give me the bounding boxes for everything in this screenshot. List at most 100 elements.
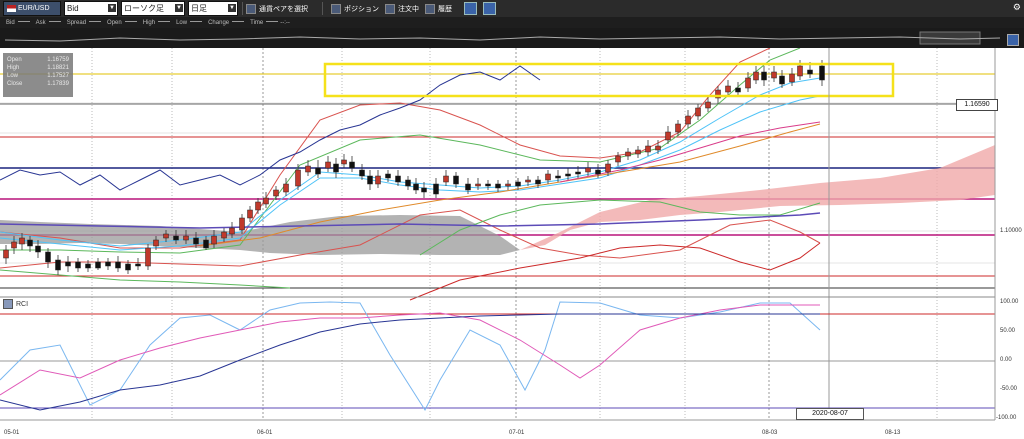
chevron-down-icon: ▼ (228, 4, 236, 12)
candle-body (95, 261, 101, 269)
candle-body (645, 145, 651, 153)
currency-pair-label: EUR/USD (18, 5, 50, 12)
candle-body (705, 101, 711, 109)
candle-body (173, 235, 179, 241)
candle-body (325, 161, 331, 169)
candle-body (75, 261, 81, 269)
candle-body (295, 169, 301, 187)
candle-body (535, 179, 541, 185)
candle-body (615, 155, 621, 163)
candle-body (421, 187, 427, 193)
candle-body (443, 175, 449, 183)
candle-body (125, 263, 131, 271)
candle-body (65, 261, 71, 267)
candle-body (485, 183, 491, 187)
select-pair-label: 通貨ペアを選択 (259, 5, 308, 13)
candle-body (545, 173, 551, 181)
position-toggle[interactable]: ポジション (331, 2, 379, 15)
history-toggle[interactable]: 履歴 (425, 2, 452, 15)
candle-body (263, 197, 269, 205)
candle-body (575, 171, 581, 175)
orders-toggle[interactable]: 注文中 (385, 2, 419, 15)
candle-body (273, 189, 279, 197)
x-axis-tick: 07-01 (509, 430, 525, 436)
toolbar-divider (242, 2, 243, 15)
candle-body (395, 175, 401, 183)
rci-tick: -50.00 (1000, 386, 1018, 392)
candle-body (685, 115, 691, 125)
x-axis-tick: 06-01 (257, 430, 273, 436)
candle-body (505, 183, 511, 187)
candle-body (495, 183, 501, 189)
toolbar-divider (322, 2, 323, 15)
candle-body (665, 131, 671, 141)
candle-body (515, 181, 521, 187)
candle-body (565, 173, 571, 177)
candle-body (695, 107, 701, 117)
spread-label: Spread (67, 20, 102, 26)
timeframe-label: 日足 (191, 4, 207, 13)
overview-toggle-button[interactable] (1007, 34, 1019, 46)
chart-type-select[interactable]: ローソク足 ▼ (121, 1, 185, 16)
close-value: 1.17839 (47, 81, 69, 87)
candle-body (725, 85, 731, 93)
layout-button[interactable] (483, 2, 496, 15)
candle-body (211, 235, 217, 245)
chevron-down-icon: ▼ (108, 4, 116, 12)
candle-body (115, 261, 121, 269)
candle-body (745, 77, 751, 89)
toolbar: EUR/USD Bid ▼ ローソク足 ▼ 日足 ▼ 通貨ペアを選択 ポジション… (0, 0, 1024, 17)
currency-pair-select[interactable]: EUR/USD (3, 1, 61, 16)
candle-body (405, 179, 411, 187)
checkbox-icon (425, 3, 435, 14)
checkbox-icon (385, 3, 395, 14)
candle-body (193, 237, 199, 245)
price-level-tag: 1.16590 (956, 99, 998, 111)
timeframe-select[interactable]: 日足 ▼ (188, 1, 238, 16)
select-pair-toggle[interactable]: 通貨ペアを選択 (246, 2, 308, 15)
quote-info-bar: Bid Ask Spread Open High Low Change Time… (0, 17, 1024, 28)
layout-icon (483, 2, 496, 15)
candle-body (45, 251, 51, 263)
rci-indicator-label[interactable]: RCI (3, 299, 28, 309)
cursor-date-tag: 2020-08-07 (796, 408, 864, 420)
candle-body (19, 237, 25, 245)
candle-body (819, 65, 825, 81)
candle-body (675, 123, 681, 133)
candle-body (625, 151, 631, 157)
candle-body (453, 175, 459, 185)
chart-settings-button[interactable] (464, 2, 477, 15)
candle-body (375, 175, 381, 185)
candle-body (761, 71, 767, 81)
y-axis-tick: 1.10000 (1000, 228, 1022, 234)
price-chart[interactable] (0, 48, 1024, 439)
candle-body (145, 247, 151, 267)
chart-overview-navigator[interactable] (0, 28, 1024, 48)
low-value: 1.17527 (47, 73, 69, 79)
x-axis-tick: 05-01 (4, 430, 20, 436)
candle-body (413, 183, 419, 191)
candle-body (433, 183, 439, 195)
time-label: Time --:-- (250, 19, 290, 26)
high-value: 1.18821 (47, 65, 69, 71)
gear-icon[interactable]: ⚙ (1012, 2, 1021, 12)
candle-body (715, 89, 721, 99)
checkbox-icon (246, 3, 256, 14)
bid-label: Bid (6, 20, 30, 26)
indicator-settings-icon (3, 299, 13, 309)
candle-body (789, 73, 795, 83)
candle-body (239, 217, 245, 231)
candle-body (135, 263, 141, 267)
candle-body (525, 179, 531, 183)
chart-type-label: ローソク足 (124, 4, 164, 13)
candle-body (283, 183, 289, 193)
candle-body (475, 183, 481, 187)
change-label: Change (208, 20, 245, 26)
position-label: ポジション (344, 5, 379, 13)
candle-body (247, 209, 253, 219)
orders-label: 注文中 (398, 5, 419, 13)
price-type-select[interactable]: Bid ▼ (64, 1, 118, 16)
rci-tick: 100.00 (1000, 299, 1019, 305)
candle-body (465, 183, 471, 191)
candle-body (585, 167, 591, 173)
